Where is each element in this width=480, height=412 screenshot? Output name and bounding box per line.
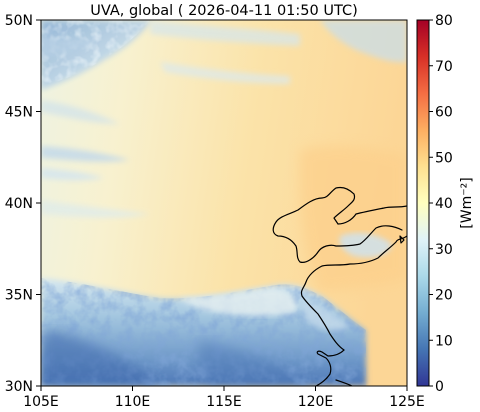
colorbar-tick-label: 80 — [435, 13, 453, 29]
x-tick-label: 120E — [298, 394, 334, 410]
x-tick-label: 115E — [206, 394, 242, 410]
coastline-islet — [399, 235, 405, 244]
colorbar-tick-label: 50 — [435, 150, 453, 166]
coastline-shandong — [300, 235, 407, 351]
colorbar-tick-label: 30 — [435, 242, 453, 258]
cloud-streaks-north — [41, 20, 407, 124]
coastline-estuary — [335, 379, 353, 386]
y-tick-label: 40N — [5, 196, 33, 212]
cloud-streaks-west — [41, 146, 150, 218]
coastline-liaodong-bohai — [272, 186, 407, 263]
y-tick-label: 45N — [5, 105, 33, 121]
map-title: UVA, global ( 2026-04-11 01:50 UTC) — [90, 3, 358, 19]
y-axis: 30N 35N 40N 45N 50N — [5, 13, 41, 395]
colorbar-tick-label: 0 — [435, 379, 444, 395]
x-axis: 105E 110E 115E 120E 125E — [23, 386, 425, 410]
cloud-bohai — [339, 232, 392, 258]
coastline — [272, 186, 407, 386]
colorbar-tick-label: 10 — [435, 333, 453, 349]
x-tick-label: 105E — [23, 394, 59, 410]
x-tick-label: 125E — [389, 394, 425, 410]
coastline-jiangsu — [315, 349, 345, 386]
y-tick-label: 50N — [5, 13, 33, 29]
colorbar: 0 10 20 30 40 50 60 70 80 [Wm⁻²] — [416, 13, 475, 395]
colorbar-tick-label: 40 — [435, 196, 453, 212]
map-area — [41, 20, 407, 386]
y-tick-label: 35N — [5, 288, 33, 304]
y-tick-label: 30N — [5, 379, 33, 395]
colorbar-tick-label: 60 — [435, 105, 453, 121]
colorbar-tick-label: 20 — [435, 288, 453, 304]
colorbar-ramp — [416, 19, 430, 387]
colorbar-label: [Wm⁻²] — [459, 177, 475, 228]
x-tick-label: 110E — [115, 394, 151, 410]
colorbar-tick-label: 70 — [435, 59, 453, 75]
